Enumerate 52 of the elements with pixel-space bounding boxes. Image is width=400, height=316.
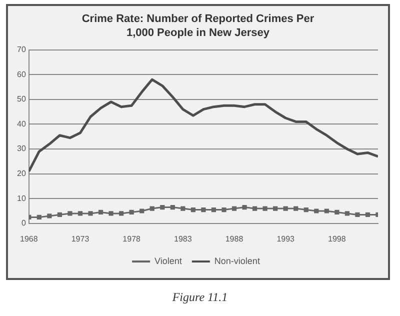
- point: [252, 206, 258, 211]
- point: [108, 211, 114, 216]
- y-tick-label: 30: [16, 144, 26, 154]
- point: [242, 204, 247, 210]
- point: [314, 208, 319, 214]
- point: [365, 212, 370, 218]
- point: [324, 208, 329, 214]
- point: [344, 211, 350, 216]
- x-tick-label: 1998: [328, 234, 346, 244]
- point: [160, 204, 165, 210]
- point: [201, 207, 206, 212]
- x-tick-label: 1978: [122, 234, 142, 244]
- point: [119, 211, 124, 216]
- point: [57, 212, 62, 218]
- point: [98, 210, 104, 215]
- point: [273, 206, 278, 211]
- point: [88, 211, 93, 216]
- point: [129, 210, 134, 215]
- x-tick-label: 1993: [276, 234, 296, 244]
- y-tick-label: 50: [16, 94, 26, 104]
- point: [170, 204, 175, 210]
- point: [262, 206, 268, 211]
- point: [68, 211, 72, 216]
- point: [232, 206, 237, 211]
- point: [78, 211, 83, 216]
- y-tick-label: 70: [16, 45, 26, 54]
- point: [334, 210, 340, 215]
- point: [140, 208, 144, 214]
- legend-label: Non-violent: [214, 256, 260, 266]
- y-tick-label: 20: [16, 169, 26, 178]
- point: [355, 212, 360, 218]
- point: [150, 206, 154, 211]
- point: [222, 207, 226, 212]
- point: [211, 207, 216, 212]
- point: [180, 206, 186, 211]
- point: [294, 206, 298, 211]
- point: [36, 214, 42, 220]
- x-tick-label: 1968: [20, 234, 38, 244]
- x-tick-label: 1988: [225, 234, 244, 244]
- chart-title: Crime Rate: Number of Reported Crimes Per 1,000 People in New Jersey: [80, 12, 316, 40]
- y-tick-label: 10: [16, 194, 26, 203]
- caption: Figure 11.1: [171, 290, 229, 305]
- point: [47, 214, 52, 218]
- point: [283, 206, 288, 211]
- legend-label: Violent: [154, 256, 182, 266]
- y-tick-label: 0: [21, 218, 26, 228]
- x-tick-label: 1983: [174, 234, 192, 244]
- x-tick-label: 1973: [71, 234, 90, 244]
- point: [304, 207, 308, 212]
- y-tick-label: 40: [16, 119, 26, 128]
- y-tick-label: 60: [16, 70, 26, 79]
- point: [190, 207, 196, 212]
